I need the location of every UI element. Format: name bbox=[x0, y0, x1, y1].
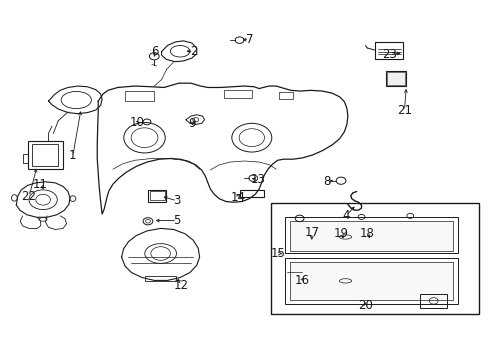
Bar bbox=[150, 192, 164, 200]
Text: 7: 7 bbox=[245, 33, 253, 46]
Text: 14: 14 bbox=[230, 191, 244, 204]
Bar bbox=[385, 71, 406, 86]
Text: 4: 4 bbox=[342, 210, 349, 222]
Bar bbox=[419, 294, 446, 308]
Text: 2: 2 bbox=[190, 45, 197, 58]
Bar bbox=[278, 93, 293, 99]
Bar bbox=[285, 217, 457, 253]
Bar bbox=[271, 203, 478, 315]
Text: 16: 16 bbox=[294, 274, 309, 287]
Text: 5: 5 bbox=[173, 214, 181, 227]
Bar bbox=[386, 72, 404, 85]
Bar bbox=[374, 41, 403, 59]
Text: 1: 1 bbox=[69, 149, 77, 162]
Bar bbox=[27, 140, 62, 169]
Bar bbox=[239, 190, 264, 197]
Text: 21: 21 bbox=[396, 104, 411, 117]
Text: 3: 3 bbox=[173, 194, 181, 207]
Text: 18: 18 bbox=[359, 226, 374, 239]
Bar bbox=[224, 90, 252, 98]
Bar bbox=[144, 276, 176, 281]
Bar bbox=[22, 154, 28, 163]
Bar bbox=[289, 221, 452, 251]
Text: 10: 10 bbox=[129, 116, 144, 129]
Text: 9: 9 bbox=[188, 117, 195, 130]
Bar bbox=[148, 190, 166, 202]
Bar bbox=[285, 258, 457, 304]
Text: 13: 13 bbox=[250, 173, 265, 186]
Text: 8: 8 bbox=[323, 175, 330, 188]
Text: 11: 11 bbox=[32, 178, 47, 191]
Text: 12: 12 bbox=[173, 279, 188, 292]
Text: 19: 19 bbox=[333, 227, 348, 240]
Bar bbox=[32, 144, 58, 166]
Text: 17: 17 bbox=[304, 226, 319, 239]
Bar bbox=[125, 91, 154, 101]
Text: 20: 20 bbox=[357, 299, 372, 312]
Bar bbox=[289, 262, 452, 300]
Text: 22: 22 bbox=[21, 190, 37, 203]
Text: 15: 15 bbox=[270, 247, 285, 260]
Text: 6: 6 bbox=[151, 45, 158, 58]
Text: 23: 23 bbox=[382, 48, 396, 61]
